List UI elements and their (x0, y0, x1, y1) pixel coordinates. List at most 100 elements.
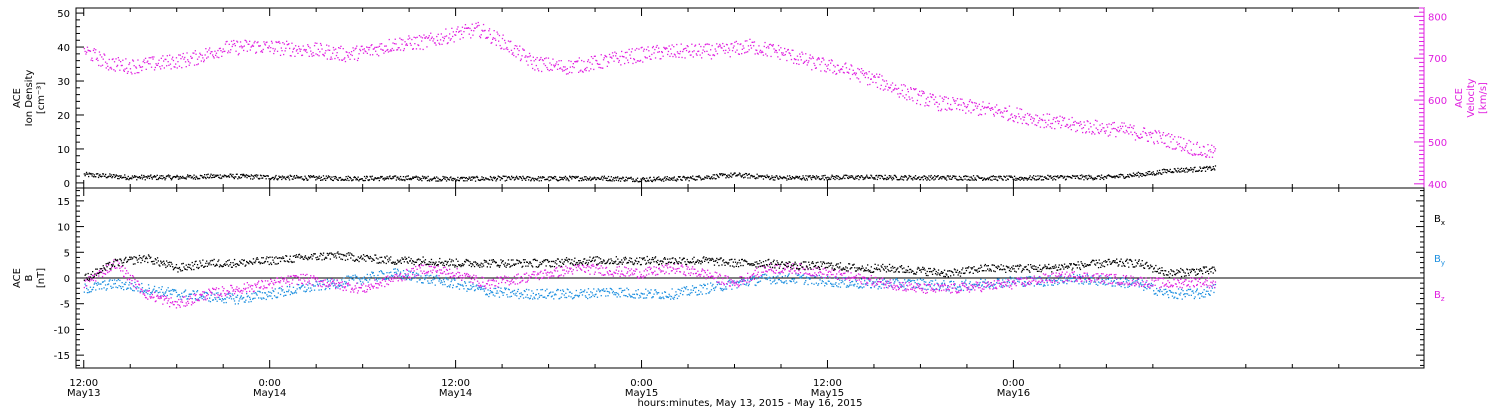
data-point (1173, 148, 1174, 149)
data-point (149, 63, 150, 64)
data-point (573, 63, 574, 64)
data-point (90, 287, 91, 288)
data-point (910, 87, 911, 88)
data-point (1053, 119, 1054, 120)
data-point (200, 294, 201, 295)
data-point (693, 290, 694, 291)
data-point (542, 289, 543, 290)
data-point (91, 279, 92, 280)
data-point (595, 177, 596, 178)
data-point (1019, 108, 1020, 109)
data-point (940, 176, 941, 177)
data-point (703, 49, 704, 50)
data-point (666, 48, 667, 49)
data-point (978, 115, 979, 116)
data-point (241, 293, 242, 294)
data-point (969, 180, 970, 181)
data-point (134, 73, 135, 74)
data-point (157, 175, 158, 176)
data-point (427, 180, 428, 181)
data-point (1141, 176, 1142, 177)
data-point (803, 177, 804, 178)
data-point (765, 278, 766, 279)
data-point (621, 292, 622, 293)
data-point (958, 179, 959, 180)
data-point (725, 177, 726, 178)
data-point (1095, 120, 1096, 121)
data-point (1210, 290, 1211, 291)
data-point (268, 47, 269, 48)
data-point (869, 71, 870, 72)
data-point (895, 85, 896, 86)
data-point (621, 51, 622, 52)
data-point (1100, 179, 1101, 180)
data-point (320, 180, 321, 181)
data-point (575, 295, 576, 296)
data-point (823, 175, 824, 176)
data-point (425, 38, 426, 39)
data-point (672, 288, 673, 289)
data-point (998, 278, 999, 279)
data-point (1096, 121, 1097, 122)
data-point (1167, 294, 1168, 295)
data-point (179, 66, 180, 67)
data-point (386, 279, 387, 280)
data-point (168, 174, 169, 175)
data-point (1149, 171, 1150, 172)
data-point (766, 175, 767, 176)
data-point (371, 178, 372, 179)
data-point (240, 41, 241, 42)
data-point (400, 49, 401, 50)
data-point (377, 54, 378, 55)
data-point (368, 47, 369, 48)
data-point (950, 104, 951, 105)
data-point (124, 174, 125, 175)
data-point (249, 291, 250, 292)
data-point (1204, 146, 1205, 147)
data-point (620, 56, 621, 57)
data-point (884, 81, 885, 82)
data-point (570, 296, 571, 297)
data-point (159, 175, 160, 176)
data-point (432, 37, 433, 38)
data-point (1089, 131, 1090, 132)
data-point (483, 288, 484, 289)
data-point (1194, 167, 1195, 168)
data-point (1148, 141, 1149, 142)
data-point (933, 285, 934, 286)
data-point (928, 105, 929, 106)
data-point (911, 89, 912, 90)
data-point (678, 296, 679, 297)
data-point (135, 284, 136, 285)
data-point (515, 294, 516, 295)
data-point (518, 178, 519, 179)
data-point (165, 296, 166, 297)
data-point (176, 57, 177, 58)
data-point (829, 177, 830, 178)
data-point (1068, 280, 1069, 281)
data-point (140, 292, 141, 293)
data-point (850, 282, 851, 283)
data-point (744, 174, 745, 175)
data-point (454, 178, 455, 179)
data-point (180, 301, 181, 302)
data-point (675, 54, 676, 55)
data-point (297, 49, 298, 50)
data-point (240, 297, 241, 298)
data-point (807, 64, 808, 65)
data-point (1174, 297, 1175, 298)
data-point (570, 61, 571, 62)
data-point (608, 62, 609, 63)
data-point (706, 288, 707, 289)
data-point (561, 179, 562, 180)
data-point (304, 287, 305, 288)
data-point (586, 180, 587, 181)
data-point (672, 180, 673, 181)
data-point (931, 97, 932, 98)
data-point (1049, 114, 1050, 115)
data-point (1170, 169, 1171, 170)
data-point (554, 66, 555, 67)
data-point (571, 293, 572, 294)
data-point (198, 56, 199, 57)
data-point (747, 51, 748, 52)
